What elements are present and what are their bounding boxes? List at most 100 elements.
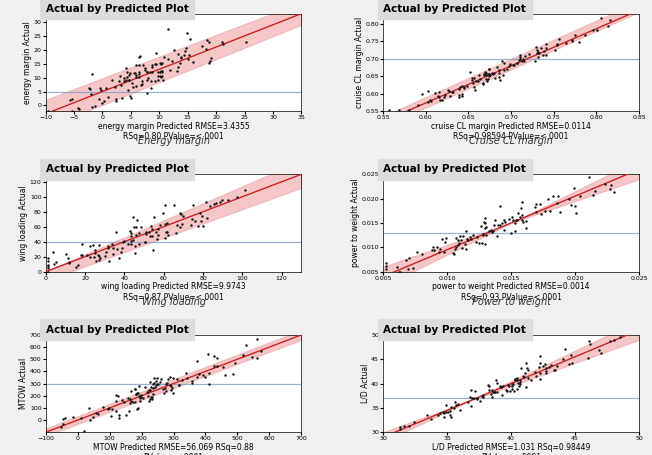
Point [130, 250, 140, 257]
X-axis label: cruise CL margin Predicted RMSE=0.0114
RSq=0.98594 PValue=<.0001: cruise CL margin Predicted RMSE=0.0114 R… [431, 121, 591, 141]
Y-axis label: cruise CL margin Actual: cruise CL margin Actual [355, 17, 364, 108]
Point [149, 374, 160, 382]
Point [488, 388, 498, 395]
Point [140, 239, 150, 246]
Point [117, 95, 128, 102]
Point [130, 231, 141, 238]
Point [148, 246, 158, 253]
Point [480, 219, 490, 227]
Point [209, 363, 220, 370]
Point [132, 389, 142, 397]
Point [477, 80, 488, 87]
Point [565, 201, 576, 208]
Point [151, 49, 162, 56]
Point [168, 47, 179, 54]
Point [198, 371, 209, 379]
Point [453, 91, 464, 99]
Point [457, 244, 467, 252]
Point [192, 357, 202, 364]
Point [449, 405, 460, 412]
Point [490, 74, 500, 81]
Point [251, 336, 261, 343]
Point [468, 74, 479, 81]
Point [455, 84, 466, 91]
Point [441, 408, 451, 415]
Point [117, 396, 127, 403]
Point [541, 41, 551, 48]
Point [543, 196, 554, 203]
Point [479, 70, 490, 77]
Point [130, 223, 141, 230]
Point [153, 226, 163, 233]
Point [93, 411, 104, 418]
Point [252, 354, 262, 361]
Point [231, 193, 242, 201]
Point [480, 215, 490, 222]
Point [134, 383, 144, 390]
Point [467, 79, 478, 86]
Point [113, 254, 124, 261]
Point [480, 68, 490, 76]
Point [569, 184, 579, 192]
Point [57, 420, 68, 428]
Point [439, 248, 449, 256]
Point [531, 44, 542, 51]
Point [408, 265, 418, 272]
Point [140, 65, 150, 72]
Point [512, 385, 523, 393]
Point [463, 236, 473, 243]
Point [151, 61, 161, 68]
Point [73, 262, 83, 269]
Point [510, 376, 520, 383]
Point [197, 42, 207, 50]
Point [487, 393, 497, 400]
Point [193, 222, 203, 230]
Point [128, 214, 138, 221]
Point [94, 252, 104, 259]
Point [472, 394, 482, 401]
Point [508, 62, 518, 69]
Point [124, 77, 134, 84]
Point [134, 393, 144, 400]
Point [197, 212, 207, 220]
Point [466, 235, 477, 242]
Point [404, 255, 415, 262]
Point [497, 383, 508, 390]
Point [116, 81, 126, 89]
Point [521, 383, 531, 390]
Point [173, 51, 183, 58]
Point [564, 361, 574, 368]
Point [489, 222, 499, 229]
Point [552, 200, 563, 207]
Point [516, 205, 526, 212]
Point [600, 181, 610, 188]
Point [84, 243, 95, 250]
Point [134, 70, 144, 77]
Point [163, 25, 173, 33]
Point [195, 210, 205, 217]
Point [247, 353, 258, 360]
Point [514, 213, 525, 221]
Point [142, 389, 153, 396]
Point [455, 233, 466, 240]
Point [126, 241, 136, 248]
Point [132, 217, 142, 224]
Point [434, 248, 444, 255]
Point [483, 72, 494, 79]
Point [391, 270, 402, 278]
Point [88, 413, 98, 420]
Point [392, 263, 402, 271]
Point [181, 44, 192, 51]
Point [544, 207, 555, 214]
Point [615, 334, 626, 341]
Point [493, 221, 503, 228]
Point [435, 245, 445, 253]
Point [218, 363, 228, 370]
Point [458, 232, 468, 239]
Point [77, 241, 87, 248]
Point [425, 96, 436, 103]
Point [74, 106, 85, 113]
Point [129, 223, 140, 230]
Point [91, 410, 101, 417]
Point [186, 221, 196, 228]
